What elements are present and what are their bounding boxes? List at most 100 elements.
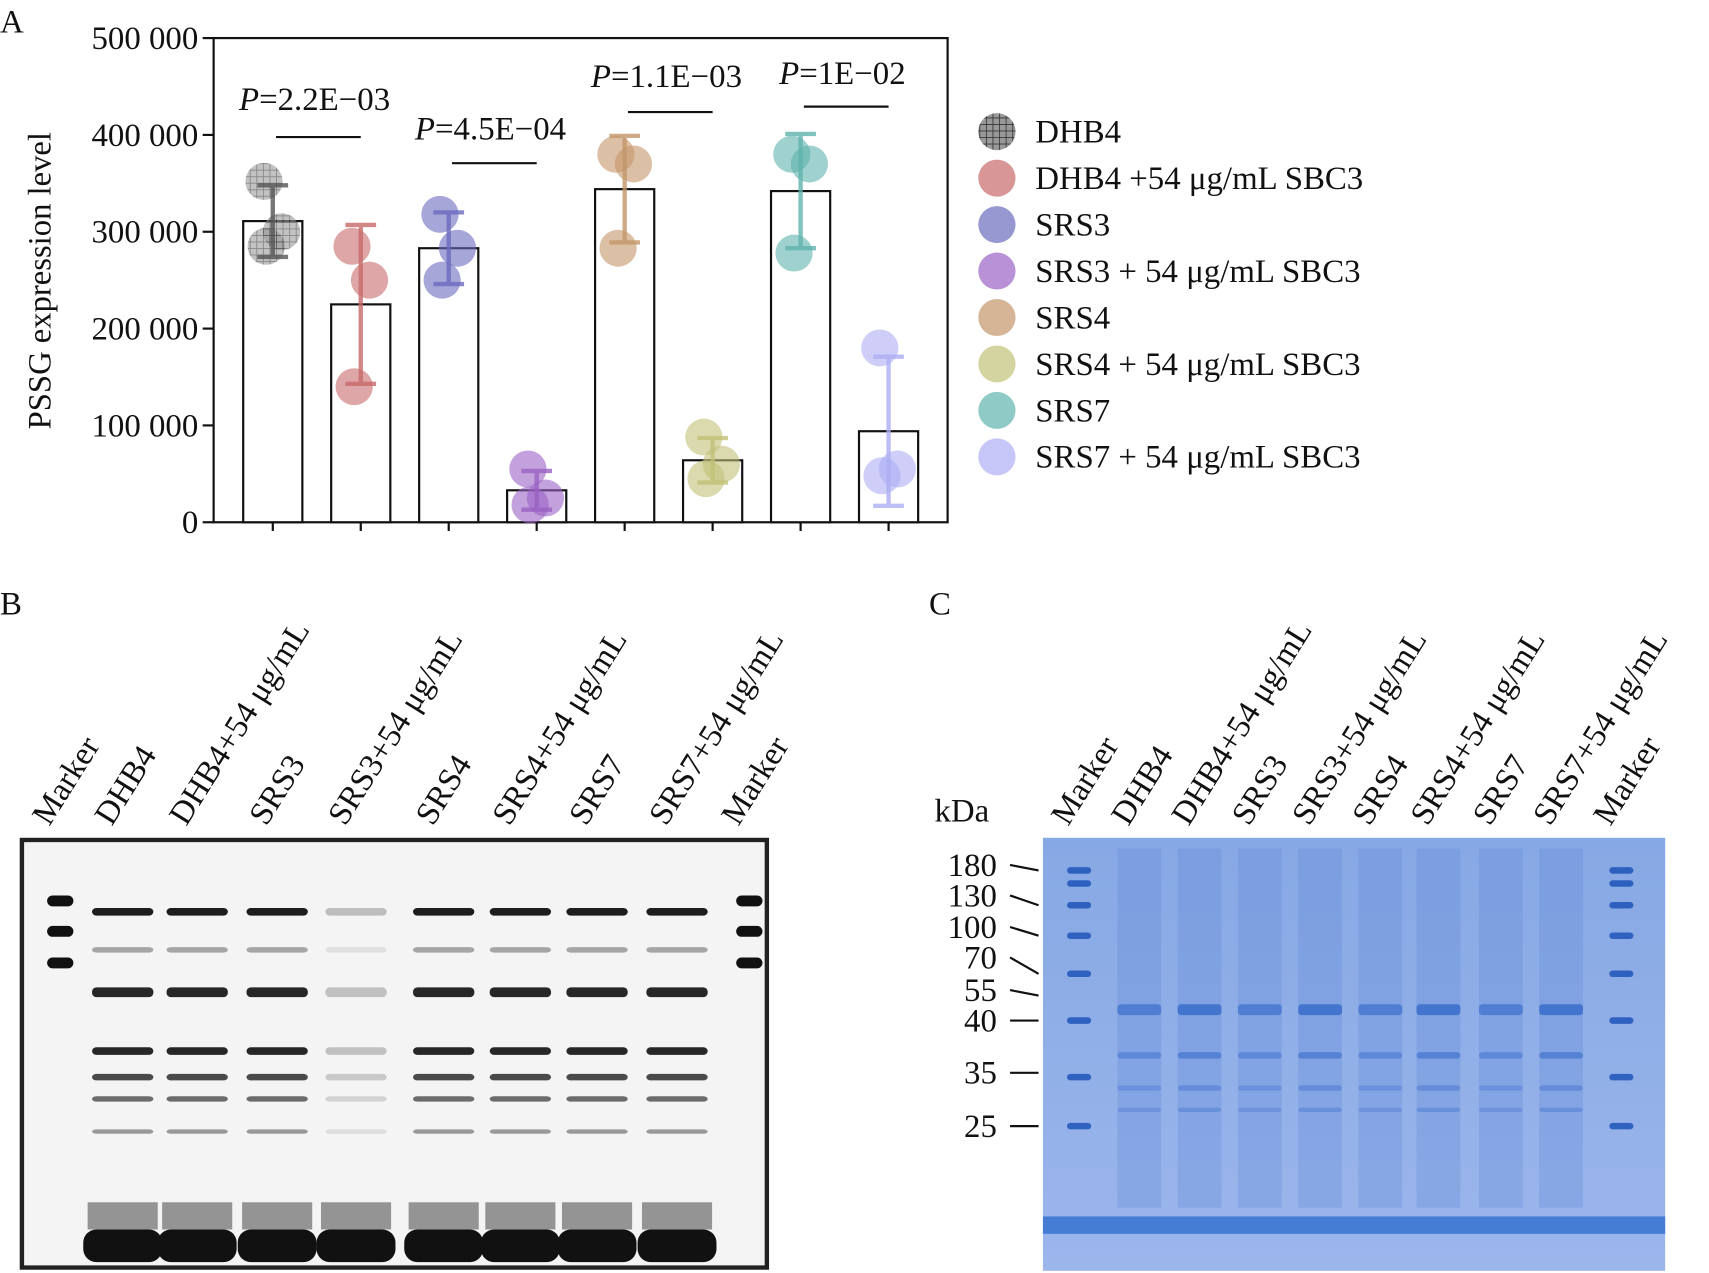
gel-lane [1358, 848, 1403, 1208]
gel-band [1416, 1085, 1461, 1091]
lane-label: SRS3 [242, 749, 312, 831]
gel-band [489, 1073, 552, 1081]
gel-band [1117, 1052, 1162, 1059]
gel-band [646, 1096, 708, 1102]
data-point [775, 234, 813, 272]
legend-swatch [978, 438, 1016, 476]
gel-lane [1539, 848, 1584, 1208]
p-value: P=2.2E−03 [238, 82, 390, 118]
legend-label: SRS7 [1035, 393, 1110, 429]
p-value: P=4.5E−04 [414, 111, 566, 147]
gel-band [1067, 901, 1092, 909]
gel-band [489, 947, 552, 953]
p-text: =1.1E−03 [611, 59, 742, 95]
bar [330, 303, 392, 524]
data-point [861, 329, 899, 367]
gel-band [1609, 1017, 1634, 1024]
gel-band [413, 1047, 475, 1055]
gel-band [646, 907, 708, 916]
error-bar [345, 222, 377, 386]
gel-band [1478, 1004, 1523, 1016]
y-tick-label: 400 000 [91, 118, 198, 154]
gel-band [1067, 1122, 1092, 1130]
legend-label: SRS3 [1035, 208, 1110, 244]
gel-band [325, 1096, 387, 1102]
marker-label: 35 [964, 1056, 997, 1092]
gel-band [47, 957, 74, 969]
gel-band [736, 957, 763, 969]
legend-swatch [978, 252, 1016, 290]
gel-band [92, 947, 154, 953]
gel-band [408, 1202, 479, 1230]
error-bar [257, 183, 289, 260]
gel-band [1609, 1122, 1634, 1130]
marker-pointer [1009, 894, 1039, 907]
gel-band [1067, 1073, 1092, 1081]
gel-band [566, 1129, 628, 1134]
legend-swatch [978, 113, 1016, 151]
data-point [335, 368, 373, 406]
gel-band [1117, 1004, 1162, 1016]
gel-band [1609, 901, 1634, 909]
gel-band [1539, 1107, 1584, 1112]
gel-band [736, 895, 763, 907]
gel-band [237, 1229, 317, 1263]
gel-band [1358, 1085, 1403, 1091]
gel-lane [1478, 848, 1523, 1208]
legend-swatch [978, 345, 1016, 383]
gel-band [325, 907, 387, 916]
gel-band [166, 947, 228, 953]
error-bar [521, 468, 553, 512]
data-point [790, 145, 828, 183]
y-tick-label: 300 000 [91, 215, 198, 251]
gel-band [1416, 1052, 1461, 1059]
p-symbol: P [778, 56, 799, 92]
y-tick-label: 0 [182, 505, 198, 541]
gel-band [566, 947, 628, 953]
data-point [511, 486, 549, 524]
gel-band [1609, 867, 1634, 874]
marker-pointer [1009, 989, 1039, 997]
gel-band [325, 1073, 387, 1081]
gel-band [325, 987, 387, 998]
gel-band [1067, 932, 1092, 939]
gel-band [485, 1202, 556, 1230]
gel-band [320, 1202, 392, 1230]
gel-band [1177, 1004, 1222, 1016]
gel-band [404, 1229, 484, 1263]
gel-band [1067, 970, 1092, 978]
gel-band [246, 1129, 308, 1134]
gel-band [480, 1229, 560, 1263]
marker-label: 180 [948, 848, 997, 884]
gel-band [1177, 1107, 1222, 1112]
gel-band [1609, 932, 1634, 939]
gel-lane [1177, 848, 1222, 1208]
p-text: =4.5E−04 [435, 111, 566, 147]
gel-band [47, 925, 74, 937]
gel-band [166, 987, 228, 998]
gel-band [646, 1073, 708, 1081]
gel-band [166, 1047, 228, 1055]
gel-band [646, 987, 708, 998]
gel-band [1067, 880, 1092, 887]
p-text: =2.2E−03 [259, 82, 390, 118]
gel-band [1298, 1052, 1343, 1059]
gel-band [1298, 1107, 1343, 1112]
gel-band [87, 1202, 158, 1230]
gel-band [1067, 1017, 1092, 1024]
unit-label: kDa [934, 794, 989, 830]
gel-band [413, 1129, 475, 1134]
gel-band [1298, 1085, 1343, 1091]
gel-band [83, 1229, 163, 1263]
gel-band [92, 1129, 154, 1134]
gel-band [1416, 1107, 1461, 1112]
gel-band [1298, 1004, 1343, 1016]
p-symbol: P [414, 111, 435, 147]
gel-band [566, 1047, 628, 1055]
data-point [245, 162, 283, 200]
gel-band [489, 1096, 552, 1102]
data-point [423, 261, 461, 299]
gel-band [1067, 867, 1092, 874]
